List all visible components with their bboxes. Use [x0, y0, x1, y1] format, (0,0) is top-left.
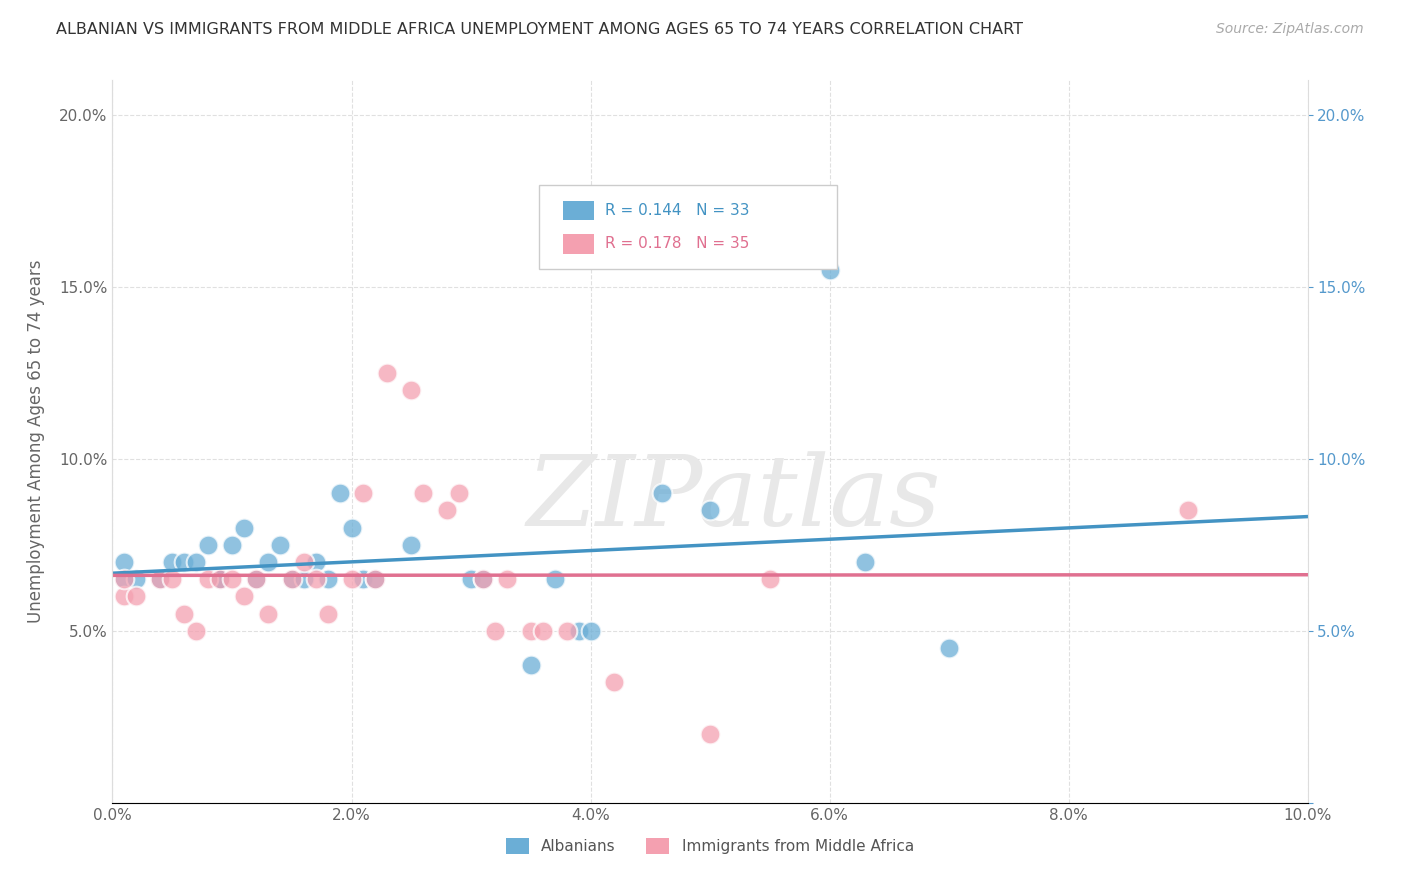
- Point: [472, 572, 495, 586]
- Point: [759, 572, 782, 586]
- Point: [245, 572, 267, 586]
- Point: [197, 538, 219, 552]
- Point: [257, 555, 280, 569]
- Point: [257, 607, 280, 621]
- Point: [412, 486, 434, 500]
- Point: [281, 572, 304, 586]
- Point: [162, 572, 183, 586]
- Point: [364, 572, 387, 586]
- Point: [305, 555, 328, 569]
- Point: [603, 675, 626, 690]
- Point: [353, 572, 375, 586]
- Point: [281, 572, 304, 586]
- Point: [543, 572, 565, 586]
- Point: [484, 624, 506, 638]
- Point: [364, 572, 387, 586]
- Point: [221, 572, 243, 586]
- Point: [149, 572, 172, 586]
- Point: [472, 572, 495, 586]
- Point: [340, 572, 363, 586]
- Point: [209, 572, 232, 586]
- Text: ALBANIAN VS IMMIGRANTS FROM MIDDLE AFRICA UNEMPLOYMENT AMONG AGES 65 TO 74 YEARS: ALBANIAN VS IMMIGRANTS FROM MIDDLE AFRIC…: [56, 22, 1024, 37]
- Point: [114, 555, 135, 569]
- Point: [125, 572, 148, 586]
- Point: [377, 366, 399, 380]
- Point: [245, 572, 267, 586]
- Text: R = 0.178   N = 35: R = 0.178 N = 35: [606, 236, 749, 252]
- Point: [125, 590, 148, 604]
- Point: [292, 572, 315, 586]
- Point: [818, 262, 841, 277]
- Point: [186, 624, 208, 638]
- Point: [938, 640, 960, 655]
- Point: [149, 572, 172, 586]
- Point: [579, 624, 602, 638]
- Point: [329, 486, 352, 500]
- Point: [1177, 503, 1199, 517]
- Y-axis label: Unemployment Among Ages 65 to 74 years: Unemployment Among Ages 65 to 74 years: [27, 260, 45, 624]
- Point: [197, 572, 219, 586]
- Point: [114, 590, 135, 604]
- Point: [305, 572, 328, 586]
- Legend: Albanians, Immigrants from Middle Africa: Albanians, Immigrants from Middle Africa: [501, 832, 920, 860]
- Point: [209, 572, 232, 586]
- Point: [209, 572, 232, 586]
- Point: [531, 624, 554, 638]
- Point: [401, 538, 423, 552]
- Point: [269, 538, 291, 552]
- Point: [699, 727, 721, 741]
- Point: [233, 520, 256, 534]
- Point: [651, 486, 673, 500]
- Point: [401, 383, 423, 397]
- Point: [496, 572, 519, 586]
- Point: [520, 624, 543, 638]
- Point: [855, 555, 877, 569]
- Point: [520, 658, 543, 673]
- Point: [173, 555, 195, 569]
- Point: [114, 572, 135, 586]
- Point: [555, 624, 578, 638]
- Point: [114, 572, 135, 586]
- Text: ZIPatlas: ZIPatlas: [527, 451, 941, 547]
- Point: [292, 555, 315, 569]
- Text: Source: ZipAtlas.com: Source: ZipAtlas.com: [1216, 22, 1364, 37]
- Point: [449, 486, 471, 500]
- Point: [233, 590, 256, 604]
- Point: [353, 486, 375, 500]
- Point: [221, 538, 243, 552]
- Point: [460, 572, 482, 586]
- Point: [316, 607, 339, 621]
- Point: [173, 607, 195, 621]
- Point: [568, 624, 591, 638]
- Point: [436, 503, 458, 517]
- Point: [186, 555, 208, 569]
- Text: R = 0.144   N = 33: R = 0.144 N = 33: [606, 203, 749, 219]
- Point: [316, 572, 339, 586]
- Point: [699, 503, 721, 517]
- Point: [162, 555, 183, 569]
- Point: [340, 520, 363, 534]
